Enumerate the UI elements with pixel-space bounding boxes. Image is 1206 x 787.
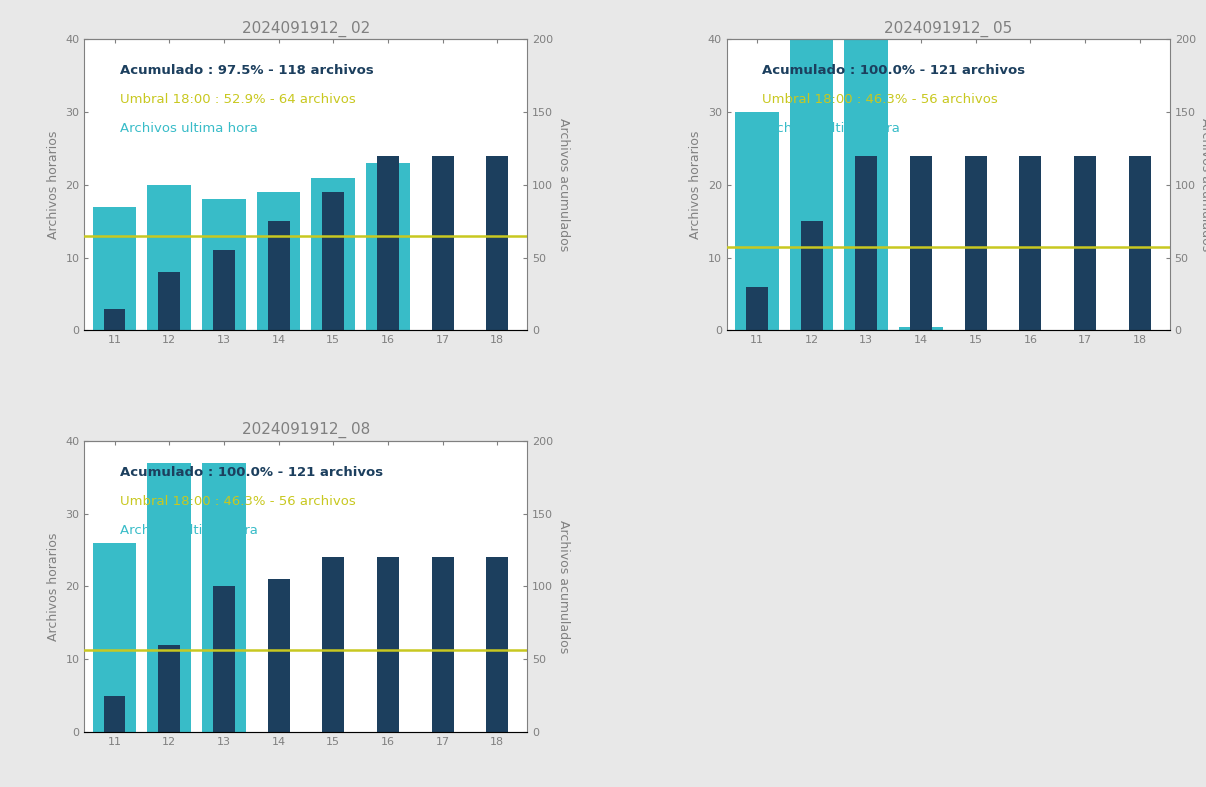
Bar (203, 463, 246, 732)
Bar (801, 221, 822, 331)
Bar (747, 286, 768, 331)
Bar (844, 39, 888, 331)
Bar (158, 645, 180, 732)
Y-axis label: Archivos acumulados: Archivos acumulados (1200, 118, 1206, 252)
Title: 2024091912_ 08: 2024091912_ 08 (242, 422, 370, 438)
Y-axis label: Archivos horarios: Archivos horarios (47, 532, 60, 641)
Bar (486, 557, 508, 732)
Bar (158, 272, 180, 331)
Y-axis label: Archivos horarios: Archivos horarios (47, 131, 60, 239)
Bar (734, 112, 779, 331)
Bar (104, 696, 125, 732)
Text: Archivos ultima hora: Archivos ultima hora (119, 123, 258, 135)
Text: Umbral 18:00 : 46.3% - 56 archivos: Umbral 18:00 : 46.3% - 56 archivos (119, 495, 356, 508)
Text: Archivos ultima hora: Archivos ultima hora (119, 524, 258, 537)
Text: Acumulado : 100.0% - 121 archivos: Acumulado : 100.0% - 121 archivos (119, 466, 384, 478)
Bar (93, 207, 136, 331)
Bar (1019, 156, 1041, 331)
Title: 2024091912_ 02: 2024091912_ 02 (242, 20, 370, 37)
Bar (1129, 156, 1151, 331)
Bar (965, 156, 987, 331)
Bar (322, 192, 344, 331)
Bar (213, 586, 235, 732)
Y-axis label: Archivos horarios: Archivos horarios (690, 131, 702, 239)
Bar (147, 185, 191, 331)
Bar (855, 156, 877, 331)
Bar (911, 156, 932, 331)
Bar (147, 463, 191, 732)
Text: Umbral 18:00 : 46.3% - 56 archivos: Umbral 18:00 : 46.3% - 56 archivos (762, 94, 999, 106)
Bar (900, 327, 943, 331)
Bar (268, 221, 289, 331)
Bar (104, 309, 125, 331)
Title: 2024091912_ 05: 2024091912_ 05 (884, 20, 1012, 37)
Bar (377, 557, 399, 732)
Text: Acumulado : 100.0% - 121 archivos: Acumulado : 100.0% - 121 archivos (762, 65, 1025, 77)
Bar (790, 39, 833, 331)
Y-axis label: Archivos acumulados: Archivos acumulados (557, 519, 570, 653)
Bar (432, 557, 453, 732)
Text: Archivos ultima hora: Archivos ultima hora (762, 123, 900, 135)
Bar (213, 250, 235, 331)
Bar (322, 557, 344, 732)
Y-axis label: Archivos acumulados: Archivos acumulados (557, 118, 570, 252)
Bar (1075, 156, 1096, 331)
Bar (367, 163, 410, 331)
Bar (311, 178, 355, 331)
Bar (486, 156, 508, 331)
Bar (93, 543, 136, 732)
Bar (432, 156, 453, 331)
Bar (257, 192, 300, 331)
Bar (377, 156, 399, 331)
Bar (203, 199, 246, 331)
Bar (268, 579, 289, 732)
Text: Acumulado : 97.5% - 118 archivos: Acumulado : 97.5% - 118 archivos (119, 65, 374, 77)
Text: Umbral 18:00 : 52.9% - 64 archivos: Umbral 18:00 : 52.9% - 64 archivos (119, 94, 356, 106)
